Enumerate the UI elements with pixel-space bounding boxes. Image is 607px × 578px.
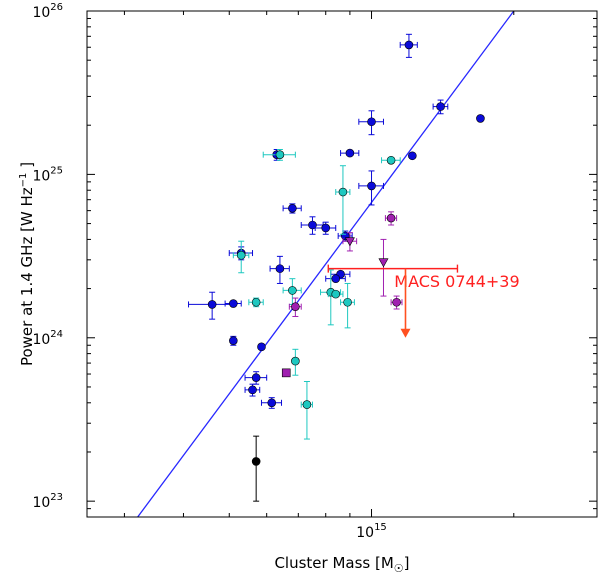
data-point	[251, 435, 261, 502]
data-point	[300, 381, 313, 440]
point-marker	[288, 204, 297, 213]
point-marker	[257, 342, 266, 352]
point-marker	[408, 151, 417, 161]
point-marker	[367, 181, 376, 191]
data-point	[229, 335, 238, 346]
data-point	[340, 148, 360, 158]
point-marker	[291, 356, 300, 366]
point-marker	[251, 457, 261, 466]
data-point	[381, 155, 401, 165]
point-marker	[338, 187, 348, 197]
data-point	[188, 291, 234, 320]
fit-line	[137, 11, 515, 517]
y-tick-label: 1026	[32, 2, 63, 21]
x-axis-label: Cluster Mass [M☉]	[274, 554, 409, 575]
point-marker	[386, 155, 396, 165]
data-point	[378, 238, 389, 297]
data-point	[432, 99, 449, 115]
data-point	[476, 114, 485, 123]
point-marker	[275, 264, 285, 273]
data-point	[288, 297, 302, 317]
point-marker	[345, 148, 355, 158]
x-tick-label: 1015	[356, 522, 387, 541]
point-marker	[251, 373, 261, 382]
data-point	[340, 282, 355, 329]
data-point	[408, 151, 417, 161]
upper-limit-label: MACS 0744+39	[394, 272, 519, 291]
point-marker	[291, 302, 300, 311]
data-point	[282, 278, 302, 305]
point-marker	[248, 385, 257, 395]
data-point	[358, 170, 384, 206]
point-marker	[378, 258, 389, 268]
point-marker	[476, 114, 485, 123]
point-marker	[308, 220, 317, 230]
point-marker	[404, 40, 414, 50]
y-tick-label: 1023	[32, 492, 63, 511]
point-marker	[331, 274, 341, 283]
data-point	[269, 255, 290, 284]
data-point	[335, 165, 351, 235]
data-point	[281, 368, 291, 378]
data-point	[314, 221, 337, 235]
point-marker	[236, 250, 246, 260]
point-marker	[275, 150, 285, 159]
point-marker	[251, 297, 261, 307]
point-marker	[229, 299, 238, 308]
data-point	[291, 348, 300, 376]
point-marker	[288, 286, 297, 295]
data-point	[300, 216, 324, 235]
data-point	[399, 33, 418, 58]
data-point	[232, 240, 250, 274]
point-marker	[267, 398, 277, 408]
point-marker	[229, 336, 238, 345]
point-marker	[367, 117, 376, 127]
y-tick-label: 1024	[32, 329, 63, 348]
point-marker	[392, 297, 401, 307]
upper-limit-annotation: MACS 0744+39	[327, 264, 520, 338]
point-marker	[331, 289, 341, 299]
y-tick-label: 1025	[32, 165, 63, 184]
data-point	[327, 289, 344, 299]
data-point	[390, 295, 403, 310]
data-point	[248, 297, 264, 308]
data-point	[244, 371, 268, 385]
plot-frame	[86, 10, 598, 518]
data-point	[384, 211, 398, 226]
point-marker	[302, 400, 312, 409]
data-point	[257, 342, 266, 352]
point-marker	[386, 213, 396, 223]
point-marker	[281, 368, 291, 378]
y-axis-label: Power at 1.4 GHz [W Hz−1 ]	[18, 162, 36, 366]
data-point	[325, 274, 346, 283]
axis-ticks: 1015 1023 1024 1025 1026	[32, 2, 598, 541]
point-marker	[436, 102, 445, 111]
data-point	[260, 397, 283, 409]
data-point	[262, 149, 296, 161]
data-point	[358, 110, 384, 136]
data-point	[342, 232, 358, 252]
data-point	[282, 203, 302, 214]
point-marker	[321, 223, 331, 233]
point-marker	[344, 237, 355, 247]
plot-content	[137, 11, 515, 517]
data-point	[244, 383, 261, 397]
point-marker	[207, 300, 217, 309]
data-point	[224, 299, 242, 308]
upper-limit-arrowhead	[400, 328, 411, 338]
point-marker	[343, 297, 352, 307]
